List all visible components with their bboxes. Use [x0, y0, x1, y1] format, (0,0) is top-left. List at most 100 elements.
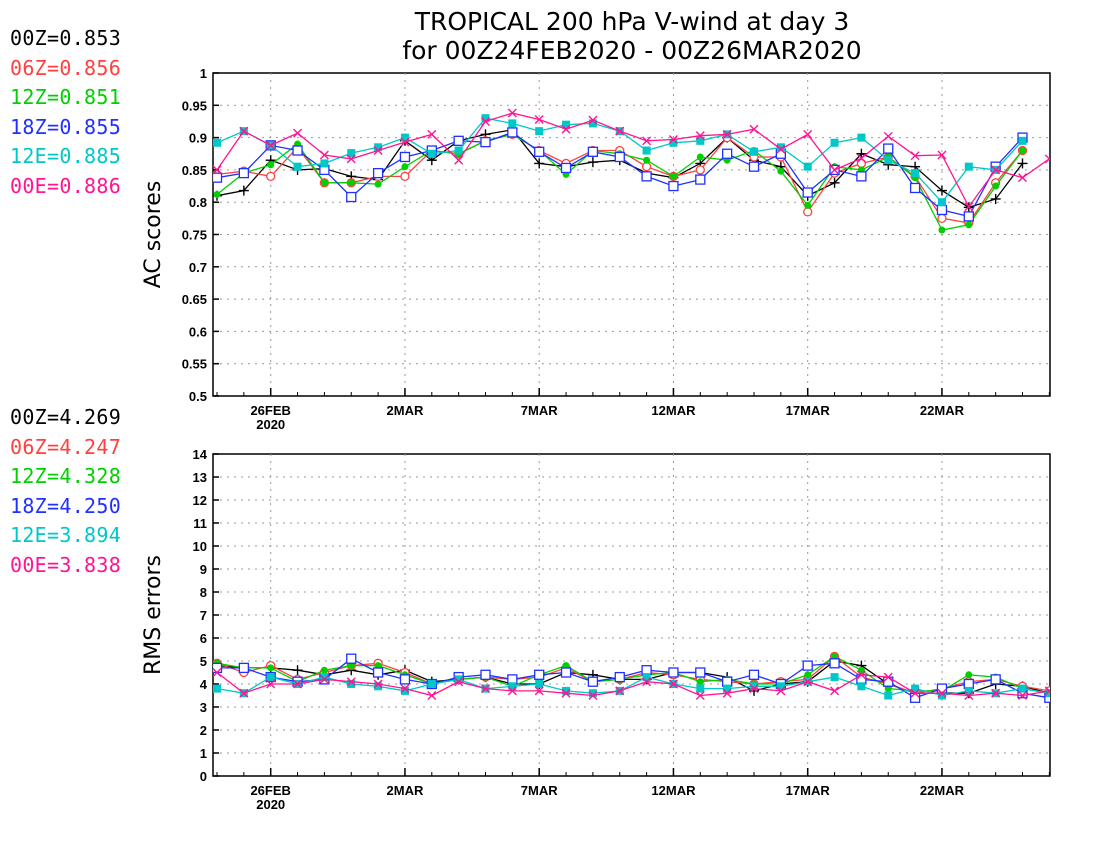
point-00e — [883, 672, 893, 682]
point-12e — [857, 133, 866, 142]
point-00z — [238, 185, 249, 196]
point-12e — [562, 120, 571, 129]
y-axis-label: AC scores — [141, 181, 166, 289]
y-tick-label: 4 — [200, 677, 208, 692]
y-tick-label: 9 — [200, 562, 207, 577]
point-12e — [937, 198, 946, 207]
point-18z — [802, 187, 813, 198]
y-tick-label: 0.8 — [189, 195, 207, 210]
point-12e — [213, 138, 221, 147]
point-18z — [829, 658, 840, 669]
x-tick-sublabel: 2020 — [256, 417, 285, 432]
y-tick-label: 14 — [193, 447, 208, 462]
point-00z — [587, 157, 598, 168]
point-12e — [884, 156, 893, 165]
point-18z — [346, 191, 357, 203]
point-12e — [427, 680, 436, 688]
point-00e — [776, 686, 786, 696]
point-00e — [668, 679, 678, 689]
point-12z — [562, 662, 570, 670]
point-12e — [508, 682, 517, 691]
point-00e — [722, 129, 732, 139]
point-12e — [964, 162, 973, 171]
point-12e — [588, 119, 597, 128]
point-00e — [615, 126, 625, 136]
legend-entry-18z: 18Z=4.250 — [10, 493, 122, 518]
point-12e — [400, 686, 409, 695]
point-12e — [320, 673, 329, 682]
point-12e — [776, 682, 785, 691]
panel-ac: 0.5 0.55 0.6 0.65 0.7 0.75 0.8 0.85 0.9 0.95 1 AC s… — [141, 66, 1051, 432]
y-tick-label: 1 — [200, 66, 207, 81]
point-00e — [588, 115, 598, 125]
y-tick-label: 6 — [200, 631, 207, 646]
legend-entry-12e: 12E=3.894 — [10, 523, 122, 547]
point-18z — [399, 151, 411, 163]
point-00e — [400, 137, 410, 147]
point-18z — [695, 667, 706, 678]
point-18z — [668, 180, 679, 192]
point-00e — [964, 202, 974, 212]
point-06z — [803, 207, 813, 217]
point-00e — [749, 124, 759, 134]
y-tick-label: 11 — [193, 516, 207, 531]
point-12e — [374, 682, 383, 691]
point-00e — [937, 688, 947, 698]
x-tick-label: 12MAR — [651, 783, 696, 798]
legend-entry-00e: 00E=0.886 — [10, 173, 122, 198]
point-00e — [722, 688, 732, 698]
point-18z — [534, 146, 545, 157]
point-00e — [213, 668, 222, 677]
series-line-00e — [216, 671, 1050, 697]
point-12z — [320, 666, 328, 674]
point-18z — [883, 143, 894, 154]
point-12e — [669, 138, 678, 147]
point-00e — [427, 691, 437, 700]
point-00e — [668, 135, 678, 145]
point-18z — [856, 171, 867, 182]
legend-entry-00e: 00E=3.838 — [10, 552, 122, 577]
point-12z — [992, 182, 1000, 190]
y-tick-label: 0.65 — [182, 292, 207, 307]
point-12e — [347, 149, 356, 158]
point-18z — [587, 676, 599, 687]
point-00e — [695, 691, 705, 700]
point-12e — [857, 682, 866, 691]
point-18z — [587, 146, 599, 157]
point-00e — [776, 144, 786, 154]
legend-entry-12z: 12Z=4.328 — [10, 464, 122, 488]
point-18z — [534, 669, 545, 680]
y-tick-label: 0.6 — [189, 324, 207, 339]
legend-entry-00z: 00Z=4.269 — [10, 405, 122, 429]
point-12z — [320, 179, 328, 187]
point-12e — [347, 680, 356, 688]
point-12e — [750, 147, 758, 156]
series-line-06z — [216, 655, 1050, 694]
point-12z — [347, 179, 355, 187]
point-12e — [723, 684, 732, 693]
point-12z — [213, 190, 221, 198]
point-12e — [1018, 136, 1027, 145]
point-06z — [937, 213, 947, 224]
point-18z — [213, 172, 223, 183]
point-12e — [213, 684, 221, 693]
point-00e — [749, 684, 759, 694]
x-tick-label: 22MAR — [920, 403, 965, 418]
point-12e — [1018, 684, 1027, 693]
point-12z — [267, 161, 275, 169]
point-00e — [481, 684, 490, 694]
point-12e — [964, 686, 973, 695]
y-tick-label: 0 — [200, 769, 207, 784]
point-12e — [266, 673, 275, 682]
point-00e — [991, 165, 1001, 175]
y-tick-label: 10 — [193, 539, 207, 554]
point-12e — [750, 682, 758, 691]
point-00e — [588, 691, 598, 700]
series-line-00e — [216, 112, 1050, 208]
y-tick-label: 5 — [200, 654, 207, 669]
plot-frame — [212, 72, 1051, 397]
point-12e — [911, 169, 920, 178]
series-line-18z — [216, 131, 1023, 218]
point-00e — [830, 686, 840, 696]
plot-frame — [212, 453, 1051, 777]
